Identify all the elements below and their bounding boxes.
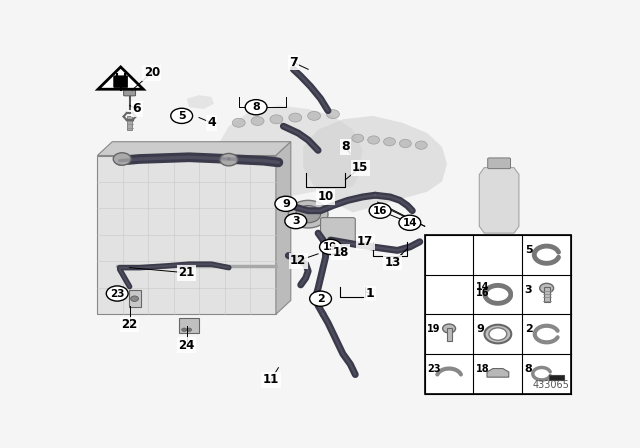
Circle shape: [220, 154, 237, 166]
Polygon shape: [219, 106, 363, 216]
Bar: [425, 235, 571, 393]
Circle shape: [106, 286, 128, 301]
Text: 5: 5: [178, 111, 186, 121]
Text: 23: 23: [110, 289, 124, 298]
Circle shape: [319, 239, 341, 254]
Circle shape: [171, 108, 193, 124]
Text: 24: 24: [179, 339, 195, 352]
Circle shape: [285, 214, 307, 228]
Text: 23: 23: [427, 364, 441, 374]
Text: 2: 2: [317, 294, 324, 304]
Text: 5: 5: [525, 245, 532, 255]
Circle shape: [443, 324, 456, 333]
FancyBboxPatch shape: [321, 218, 355, 245]
Polygon shape: [97, 142, 291, 155]
Text: 8: 8: [341, 140, 349, 153]
Polygon shape: [98, 67, 143, 89]
Circle shape: [369, 203, 391, 218]
Circle shape: [251, 116, 264, 125]
Text: 6: 6: [132, 103, 141, 116]
Text: 14: 14: [403, 218, 417, 228]
Text: 18: 18: [332, 246, 349, 258]
Circle shape: [308, 112, 321, 121]
Circle shape: [489, 328, 507, 340]
Circle shape: [270, 115, 283, 124]
Text: 12: 12: [290, 254, 307, 267]
Circle shape: [131, 296, 138, 302]
FancyBboxPatch shape: [129, 290, 141, 307]
Circle shape: [326, 110, 339, 119]
Circle shape: [288, 200, 328, 228]
Circle shape: [383, 138, 396, 146]
Circle shape: [368, 136, 380, 144]
FancyBboxPatch shape: [179, 318, 199, 333]
Circle shape: [296, 206, 321, 223]
Bar: [447, 328, 452, 341]
Text: 19: 19: [323, 242, 338, 252]
Circle shape: [415, 141, 428, 149]
Text: 11: 11: [263, 373, 279, 386]
Text: 3: 3: [292, 216, 300, 226]
Text: 15: 15: [352, 161, 369, 174]
Text: 8: 8: [525, 364, 532, 374]
Polygon shape: [487, 369, 509, 377]
Text: 2: 2: [525, 324, 532, 334]
Text: 16: 16: [373, 206, 387, 216]
Polygon shape: [479, 168, 519, 233]
Circle shape: [187, 328, 191, 332]
Polygon shape: [276, 142, 291, 314]
Text: 21: 21: [179, 266, 195, 279]
Text: 9: 9: [476, 324, 484, 334]
Circle shape: [113, 153, 131, 165]
Bar: [549, 375, 564, 380]
Text: 8: 8: [252, 102, 260, 112]
Circle shape: [399, 215, 420, 230]
Text: 16: 16: [476, 288, 490, 298]
Text: 17: 17: [357, 235, 373, 248]
Circle shape: [245, 99, 267, 115]
FancyBboxPatch shape: [124, 86, 136, 96]
Text: 7: 7: [289, 56, 298, 69]
FancyBboxPatch shape: [488, 158, 511, 168]
Circle shape: [484, 325, 511, 343]
Text: 14: 14: [476, 281, 490, 292]
Text: 1: 1: [366, 287, 374, 300]
Text: 13: 13: [385, 256, 401, 269]
Text: 433065: 433065: [532, 380, 569, 390]
Text: 10: 10: [317, 190, 333, 203]
Circle shape: [182, 328, 187, 332]
Text: 22: 22: [122, 318, 138, 331]
Text: 19: 19: [427, 324, 441, 334]
Bar: [127, 116, 132, 129]
FancyBboxPatch shape: [114, 76, 127, 87]
Circle shape: [289, 113, 301, 122]
Text: 20: 20: [144, 66, 160, 79]
Circle shape: [540, 283, 554, 293]
Polygon shape: [97, 155, 276, 314]
Polygon shape: [187, 95, 214, 109]
Text: 18: 18: [476, 364, 490, 374]
Bar: [543, 288, 550, 302]
Text: 3: 3: [525, 284, 532, 295]
Circle shape: [310, 291, 332, 306]
Circle shape: [352, 134, 364, 142]
Text: 9: 9: [282, 199, 290, 209]
Polygon shape: [303, 116, 447, 212]
Circle shape: [275, 196, 297, 211]
Circle shape: [232, 118, 245, 127]
Circle shape: [399, 139, 412, 147]
Text: 4: 4: [207, 116, 216, 129]
